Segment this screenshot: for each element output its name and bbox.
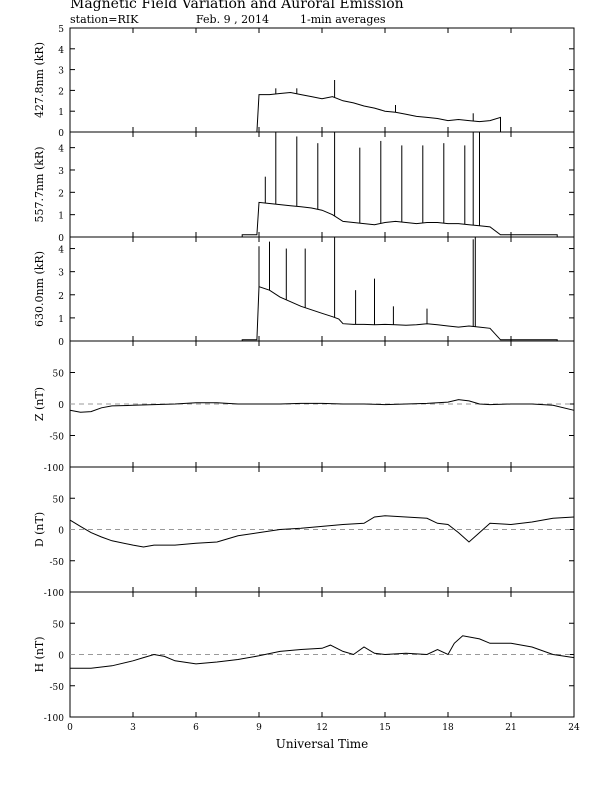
x-tick-label: 15 [379,723,391,733]
x-tick-label: 24 [568,723,580,733]
x-tick-label: 12 [316,723,327,733]
y-axis-label: 630.0nm (kR) [33,251,46,327]
series-line [70,91,574,133]
y-tick-label: 4 [58,246,64,256]
series-line [70,286,574,342]
y-tick-label: -50 [50,433,65,443]
y-axis-label: 427.8nm (kR) [33,42,46,118]
series-line [70,201,574,238]
y-tick-label: -100 [44,714,64,724]
series-line [69,515,575,548]
x-tick-label: 6 [193,723,199,733]
y-tick-label: 2 [58,292,64,302]
y-tick-label: 0 [58,401,64,411]
y-tick-label: 3 [58,269,64,279]
y-axis-label: D (nT) [33,512,46,547]
y-tick-label: 2 [58,87,64,97]
y-tick-label: -50 [50,558,65,568]
series-line [70,635,575,669]
y-tick-label: 3 [58,67,64,77]
y-tick-label: 1 [58,315,64,325]
y-tick-label: 2 [58,189,64,199]
y-tick-label: 0 [58,234,64,244]
y-tick-label: 3 [58,167,64,177]
y-tick-label: 0 [58,129,64,139]
y-tick-label: 4 [58,46,64,56]
y-tick-label: 50 [53,620,65,630]
y-tick-label: -100 [44,589,64,599]
y-axis-label: 557.7nm (kR) [33,146,46,222]
panel-frame [69,27,575,133]
y-axis-label: Z (nT) [33,387,46,421]
chart-title: Magnetic Field Variation and Auroral Emi… [70,0,404,12]
y-tick-label: 0 [58,527,64,537]
station-label: station=RIK [70,13,139,26]
x-tick-label: 0 [67,723,73,733]
date-label: Feb. 9 , 2014 [196,13,270,26]
x-tick-label: 18 [442,723,454,733]
x-tick-label: 3 [130,723,136,733]
y-tick-label: 50 [53,370,65,380]
y-axis-label: H (nT) [33,636,46,672]
x-tick-label: 9 [256,723,262,733]
y-tick-label: 0 [58,338,64,348]
x-tick-label: 21 [505,723,516,733]
y-tick-label: -100 [44,464,64,474]
y-tick-label: -50 [50,683,65,693]
series-line [69,399,575,413]
averaging-label: 1-min averages [300,13,386,26]
y-tick-label: 50 [53,495,65,505]
y-tick-label: 4 [58,145,64,155]
panel-frame [69,236,575,342]
x-axis-label: Universal Time [276,737,369,751]
panel-frame [69,131,575,238]
y-tick-label: 1 [58,108,64,118]
y-tick-label: 0 [58,652,64,662]
y-tick-label: 1 [58,212,64,222]
y-tick-label: 5 [58,25,64,35]
